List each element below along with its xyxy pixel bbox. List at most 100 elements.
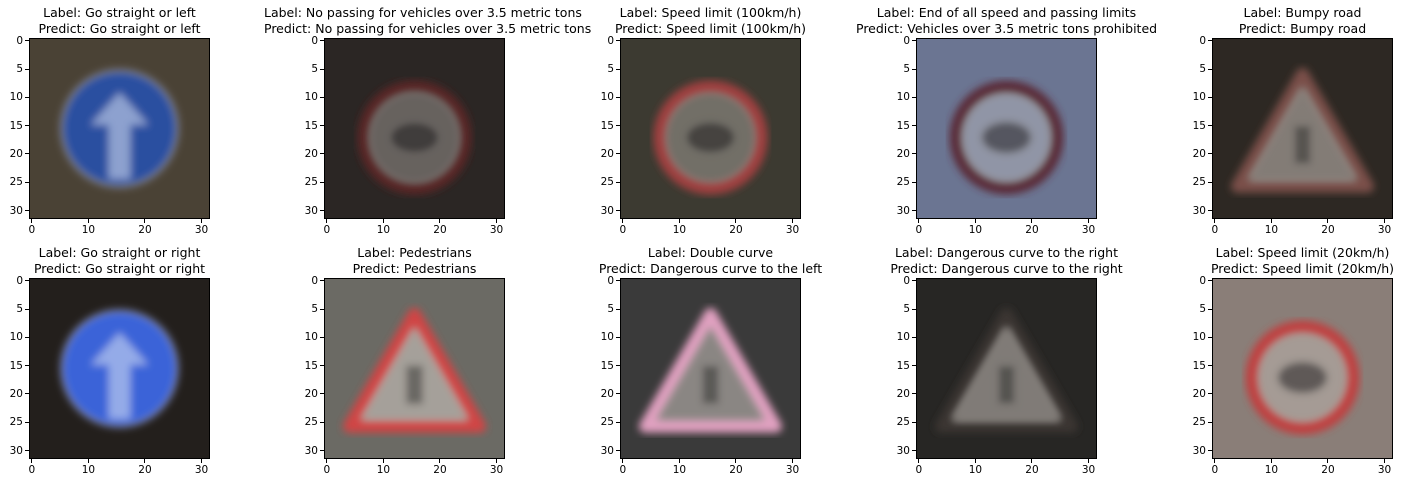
y-tick-label: 10 (896, 331, 910, 344)
x-tick-mark (974, 219, 976, 223)
y-tick-mark (912, 308, 916, 310)
x-tick-mark (496, 219, 498, 223)
y-tick-mark (1208, 365, 1212, 367)
y-tick-mark (616, 308, 620, 310)
predict-text: Predict: Pedestrians (352, 261, 477, 276)
y-tick-label: 20 (304, 387, 318, 400)
predict-text: Predict: Dangerous curve to the left (598, 261, 823, 276)
x-tick-label: 20 (1025, 464, 1039, 476)
label-text: Label: Go straight or right (38, 245, 201, 260)
sign-image (620, 278, 801, 459)
x-tick-mark (382, 459, 384, 463)
x-tick-label: 20 (138, 224, 152, 236)
y-tick-label: 30 (896, 444, 910, 457)
x-tick-label: 0 (28, 224, 36, 236)
y-tick-mark (912, 365, 916, 367)
sign-image (29, 278, 210, 459)
y-tick-label: 0 (607, 274, 614, 287)
y-tick-mark (616, 125, 620, 127)
y-tick-mark (320, 125, 324, 127)
predict-text: Predict: Vehicles over 3.5 metric tons p… (856, 21, 1158, 36)
y-tick-label: 10 (304, 331, 318, 344)
x-tick-mark (201, 459, 203, 463)
panel-title: Label: Pedestrians Predict: Pedestrians (264, 245, 565, 277)
y-tick-mark (320, 393, 324, 395)
y-tick-label: 30 (896, 204, 910, 217)
x-tick-label: 0 (1211, 464, 1219, 476)
panel-title: Label: Double curve Predict: Dangerous cu… (560, 245, 861, 277)
y-tick-label: 20 (600, 147, 614, 160)
x-tick-label: 10 (672, 464, 687, 476)
x-tick-mark (326, 219, 328, 223)
x-tick-mark (1327, 219, 1329, 223)
predict-text: Predict: Go straight or right (33, 261, 206, 276)
y-tick-mark (616, 421, 620, 423)
y-tick-label: 20 (9, 147, 23, 160)
x-tick-mark (31, 459, 33, 463)
x-tick-mark (918, 459, 920, 463)
y-tick-label: 5 (311, 63, 318, 76)
x-tick-label: 30 (194, 224, 209, 236)
y-tick-mark (616, 280, 620, 282)
x-tick-mark (974, 459, 976, 463)
y-tick-label: 20 (304, 147, 318, 160)
y-tick-mark (616, 365, 620, 367)
y-tick-mark (25, 450, 29, 452)
x-tick-label: 30 (489, 464, 504, 476)
y-tick-label: 10 (304, 91, 318, 104)
y-tick-mark (912, 153, 916, 155)
y-tick-mark (1208, 40, 1212, 42)
y-tick-label: 10 (896, 91, 910, 104)
x-tick-mark (382, 219, 384, 223)
x-tick-label: 10 (1264, 464, 1279, 476)
y-tick-label: 20 (896, 147, 910, 160)
x-tick-label: 10 (968, 224, 983, 236)
y-tick-mark (25, 40, 29, 42)
x-tick-mark (1384, 459, 1386, 463)
y-tick-label: 25 (9, 416, 23, 429)
panel-title: Label: Bumpy road Predict: Bumpy road (1152, 5, 1412, 37)
x-tick-mark (87, 459, 89, 463)
x-tick-label: 0 (619, 464, 627, 476)
y-tick-mark (912, 421, 916, 423)
y-tick-label: 5 (311, 303, 318, 316)
x-tick-label: 10 (376, 224, 391, 236)
x-tick-label: 10 (81, 464, 96, 476)
y-tick-label: 5 (1199, 303, 1206, 316)
y-tick-mark (25, 365, 29, 367)
y-tick-label: 20 (9, 387, 23, 400)
y-tick-label: 20 (600, 387, 614, 400)
predict-text: Predict: No passing for vehicles over 3.… (264, 21, 592, 36)
y-tick-label: 25 (896, 176, 910, 189)
x-tick-mark (31, 219, 33, 223)
panel-title: Label: Go straight or left Predict: Go st… (0, 5, 270, 37)
x-tick-mark (622, 459, 624, 463)
y-tick-label: 30 (1192, 204, 1206, 217)
y-tick-label: 0 (16, 34, 23, 47)
x-tick-label: 10 (672, 224, 687, 236)
y-tick-mark (1208, 308, 1212, 310)
y-tick-mark (1208, 96, 1212, 98)
y-tick-label: 20 (1192, 147, 1206, 160)
y-tick-mark (1208, 68, 1212, 70)
y-tick-label: 25 (304, 416, 318, 429)
y-tick-mark (1208, 181, 1212, 183)
predict-text: Predict: Speed limit (20km/h) (1210, 261, 1395, 276)
x-tick-label: 10 (81, 224, 96, 236)
y-tick-label: 0 (311, 274, 318, 287)
predict-text: Predict: Speed limit (100km/h) (614, 21, 807, 36)
y-tick-mark (616, 181, 620, 183)
y-tick-mark (616, 96, 620, 98)
y-tick-mark (912, 68, 916, 70)
y-tick-mark (25, 280, 29, 282)
panel-title: Label: No passing for vehicles over 3.5 … (264, 5, 592, 37)
y-tick-label: 20 (896, 387, 910, 400)
x-tick-label: 20 (433, 464, 447, 476)
y-tick-label: 5 (607, 63, 614, 76)
x-tick-mark (792, 219, 794, 223)
label-text: Label: Speed limit (100km/h) (619, 5, 802, 20)
y-tick-label: 30 (600, 444, 614, 457)
y-tick-label: 30 (9, 204, 23, 217)
x-tick-label: 0 (323, 464, 331, 476)
y-tick-mark (616, 40, 620, 42)
